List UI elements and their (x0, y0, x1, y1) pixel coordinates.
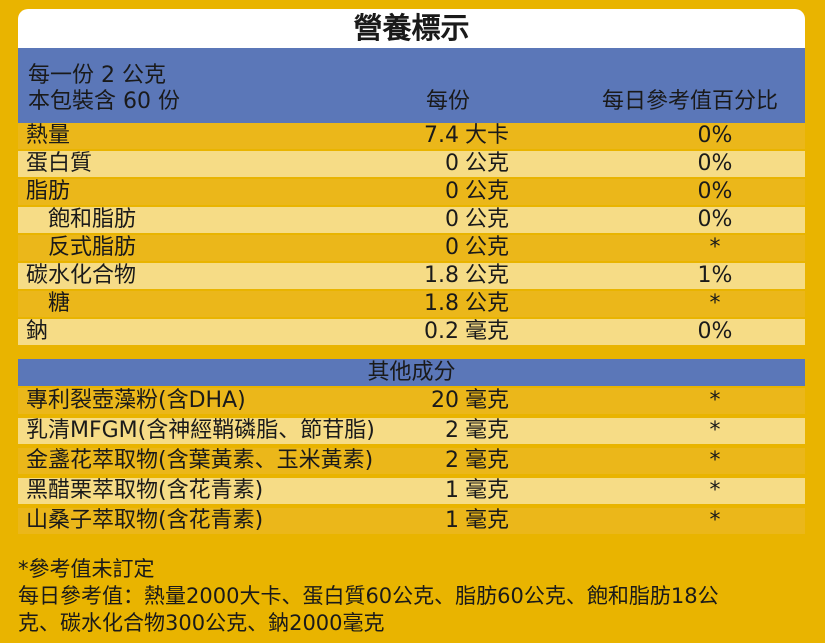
nutrition-label: 營養標示 每一份 2 公克 本包裝含 60 份 每份 每日參考值百分比 熱量 7… (18, 9, 805, 552)
nutrient-dv: * (709, 291, 721, 316)
nutrient-row: 飽和脂肪 0 公克 0% (18, 207, 805, 233)
nutrient-name: 反式脂肪 (48, 235, 137, 260)
ingredient-dv: * (709, 418, 721, 443)
footnote: *參考值未訂定 (18, 557, 155, 581)
ingredient-name: 山桑子萃取物(含花青素) (26, 508, 264, 533)
nutrient-name: 飽和脂肪 (48, 207, 137, 232)
daily-reference-line: 每日參考值：熱量2000大卡、蛋白質60公克、脂肪60公克、飽和脂肪18公 (18, 584, 719, 608)
nutrient-unit: 公克 (465, 151, 510, 176)
nutrient-unit: 公克 (465, 235, 510, 260)
ingredient-amount: 1 (445, 508, 459, 533)
ingredient-amount: 2 (445, 418, 459, 443)
ingredient-name: 黑醋栗萃取物(含花青素) (26, 478, 264, 503)
ingredient-unit: 毫克 (465, 508, 510, 533)
ingredient-row: 黑醋栗萃取物(含花青素) 1 毫克 * (18, 478, 805, 504)
ingredient-row: 專利裂壺藻粉(含DHA) 20 毫克 * (18, 388, 805, 414)
nutrient-dv: 1% (697, 263, 733, 288)
ingredient-name: 乳清MFGM(含神經鞘磷脂、節苷脂) (26, 418, 375, 443)
ingredient-dv: * (709, 388, 721, 413)
nutrient-name: 脂肪 (26, 179, 71, 204)
ingredient-dv: * (709, 478, 721, 503)
nutrient-dv: 0% (697, 179, 733, 204)
nutrient-amount: 0 (445, 207, 459, 232)
nutrient-unit: 公克 (465, 179, 510, 204)
daily-reference-line: 克、碳水化合物300公克、鈉2000毫克 (18, 611, 385, 635)
nutrient-name: 熱量 (26, 123, 71, 148)
nutrient-name: 鈉 (26, 319, 49, 344)
ingredient-row: 乳清MFGM(含神經鞘磷脂、節苷脂) 2 毫克 * (18, 418, 805, 444)
ingredient-amount: 2 (445, 448, 459, 473)
nutrient-unit: 公克 (465, 263, 510, 288)
ingredient-row: 山桑子萃取物(含花青素) 1 毫克 * (18, 508, 805, 534)
ingredient-name: 專利裂壺藻粉(含DHA) (26, 388, 246, 413)
nutrient-dv: 0% (697, 123, 733, 148)
label-footer: *參考值未訂定 每日參考值：熱量2000大卡、蛋白質60公克、脂肪60公克、飽和… (18, 556, 818, 637)
nutrient-name: 碳水化合物 (26, 263, 137, 288)
nutrient-row: 脂肪 0 公克 0% (18, 179, 805, 205)
nutrient-amount: 0.2 (424, 319, 459, 344)
ingredient-unit: 毫克 (465, 448, 510, 473)
nutrient-unit: 毫克 (465, 319, 510, 344)
nutrient-name: 蛋白質 (26, 151, 93, 176)
other-ingredients-header: 其他成分 (18, 359, 805, 386)
serving-size: 每一份 2 公克 (28, 63, 166, 88)
nutrient-amount: 0 (445, 235, 459, 260)
nutrient-name: 糖 (48, 291, 71, 316)
nutrient-dv: 0% (697, 151, 733, 176)
ingredient-unit: 毫克 (465, 418, 510, 443)
ingredient-name: 金盞花萃取物(含葉黃素、玉米黃素) (26, 448, 374, 473)
ingredient-dv: * (709, 448, 721, 473)
nutrient-row: 蛋白質 0 公克 0% (18, 151, 805, 177)
nutrient-row: 熱量 7.4 大卡 0% (18, 123, 805, 149)
label-title: 營養標示 (18, 9, 805, 48)
label-header: 每一份 2 公克 本包裝含 60 份 每份 每日參考值百分比 (18, 48, 805, 123)
nutrient-row: 糖 1.8 公克 * (18, 291, 805, 317)
nutrient-amount: 0 (445, 151, 459, 176)
column-daily-value: 每日參考值百分比 (602, 89, 779, 114)
nutrient-row: 反式脂肪 0 公克 * (18, 235, 805, 261)
nutrient-dv: 0% (697, 207, 733, 232)
ingredient-amount: 1 (445, 478, 459, 503)
ingredient-unit: 毫克 (465, 388, 510, 413)
nutrient-amount: 0 (445, 179, 459, 204)
nutrient-dv: 0% (697, 319, 733, 344)
ingredient-amount: 20 (431, 388, 459, 413)
ingredient-unit: 毫克 (465, 478, 510, 503)
nutrient-unit: 公克 (465, 207, 510, 232)
nutrient-unit: 公克 (465, 291, 510, 316)
nutrient-amount: 1.8 (424, 291, 459, 316)
nutrient-row: 碳水化合物 1.8 公克 1% (18, 263, 805, 289)
nutrient-row: 鈉 0.2 毫克 0% (18, 319, 805, 345)
nutrient-amount: 1.8 (424, 263, 459, 288)
nutrient-dv: * (709, 235, 721, 260)
nutrient-unit: 大卡 (465, 123, 510, 148)
ingredient-dv: * (709, 508, 721, 533)
ingredient-row: 金盞花萃取物(含葉黃素、玉米黃素) 2 毫克 * (18, 448, 805, 474)
nutrient-amount: 7.4 (424, 123, 459, 148)
servings-per-pack: 本包裝含 60 份 (28, 89, 180, 114)
column-per-serving: 每份 (426, 89, 471, 114)
